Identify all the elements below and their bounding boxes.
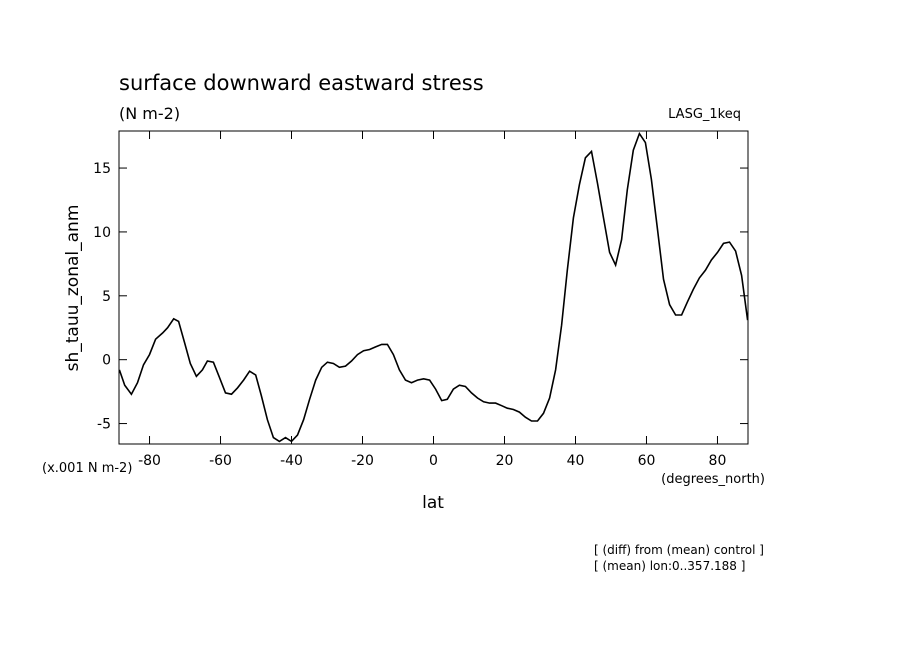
y-axis-label: sh_tauu_zonal_anm — [63, 205, 83, 372]
y-tick-label: 0 — [102, 353, 111, 369]
x-tick-label: 40 — [567, 453, 585, 469]
chart-subtitle: (N m-2) — [119, 104, 180, 123]
data-line — [118, 131, 749, 443]
x-tick-label: 0 — [429, 453, 438, 469]
x-tick-label: -80 — [138, 453, 161, 469]
x-tick-label: 60 — [638, 453, 656, 469]
x-tick-label: -20 — [351, 453, 374, 469]
x-tick-label: -60 — [209, 453, 232, 469]
x-axis-label: lat — [422, 493, 444, 513]
y-tick-label: -5 — [97, 417, 111, 433]
x-tick-label: 20 — [496, 453, 514, 469]
y-units: (x.001 N m-2) — [42, 461, 132, 476]
experiment-label: LASG_1keq — [668, 107, 741, 122]
x-tick-label: -40 — [280, 453, 303, 469]
x-units: (degrees_north) — [661, 472, 765, 487]
x-tick-label: 80 — [709, 453, 727, 469]
note: [ (mean) lon:0..357.188 ] — [594, 559, 745, 573]
y-tick-label: 10 — [93, 225, 111, 241]
y-tick-label: 5 — [102, 289, 111, 305]
chart-title: surface downward eastward stress — [119, 71, 484, 95]
note: [ (diff) from (mean) control ] — [594, 543, 764, 557]
y-tick-label: 15 — [93, 161, 111, 177]
plot-frame — [118, 130, 749, 445]
